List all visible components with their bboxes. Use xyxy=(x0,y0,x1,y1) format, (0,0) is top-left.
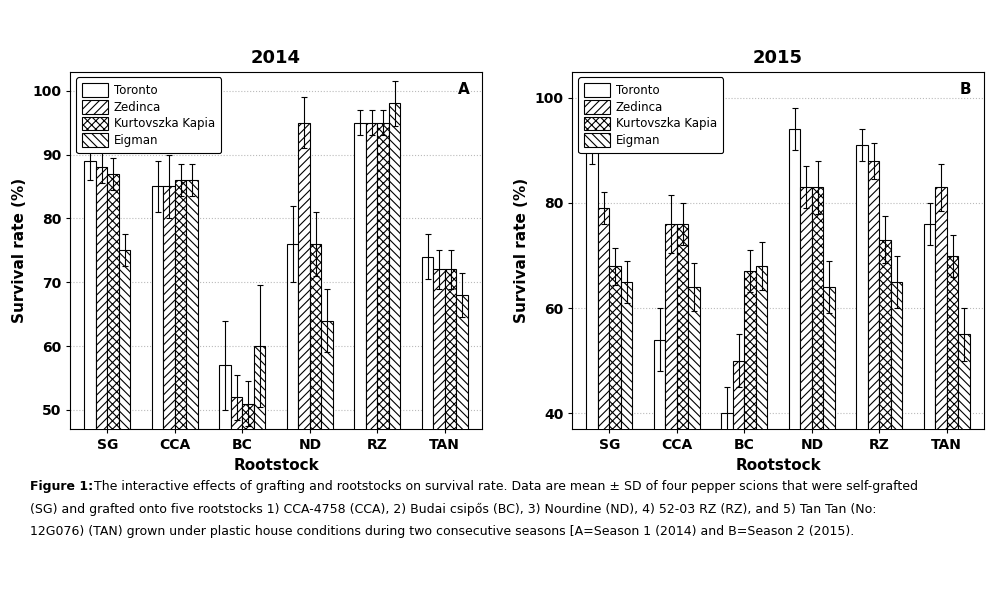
Text: (SG) and grafted onto five rootstocks 1) CCA-4758 (CCA), 2) Budai csipős (BC), 3: (SG) and grafted onto five rootstocks 1)… xyxy=(30,502,876,516)
Bar xyxy=(163,187,175,596)
Bar xyxy=(688,287,699,596)
Bar xyxy=(890,282,902,596)
Y-axis label: Survival rate (%): Survival rate (%) xyxy=(514,178,529,323)
Bar xyxy=(433,269,444,596)
Bar xyxy=(788,129,799,596)
Bar xyxy=(923,224,935,596)
Bar xyxy=(254,346,265,596)
Bar xyxy=(957,334,969,596)
Bar xyxy=(822,287,833,596)
Bar xyxy=(365,123,377,596)
Text: B: B xyxy=(959,82,971,97)
Bar xyxy=(175,180,187,596)
Bar xyxy=(811,187,822,596)
Bar xyxy=(118,250,130,596)
Bar xyxy=(676,224,688,596)
Bar xyxy=(354,123,365,596)
Text: A: A xyxy=(457,82,469,97)
Text: Figure 1:: Figure 1: xyxy=(30,480,93,493)
Bar xyxy=(455,295,467,596)
Bar xyxy=(287,244,298,596)
Bar xyxy=(187,180,198,596)
Bar xyxy=(867,161,879,596)
Bar xyxy=(84,161,96,596)
Bar xyxy=(298,123,310,596)
Bar xyxy=(653,340,665,596)
Legend: Toronto, Zedinca, Kurtovszka Kapia, Eigman: Toronto, Zedinca, Kurtovszka Kapia, Eigm… xyxy=(578,77,722,153)
Bar xyxy=(96,167,107,596)
Bar xyxy=(242,403,254,596)
X-axis label: Rootstock: Rootstock xyxy=(734,458,820,473)
Bar xyxy=(444,269,455,596)
Bar xyxy=(598,208,609,596)
Bar xyxy=(935,187,946,596)
Bar xyxy=(151,187,163,596)
Bar xyxy=(879,240,890,596)
Legend: Toronto, Zedinca, Kurtovszka Kapia, Eigman: Toronto, Zedinca, Kurtovszka Kapia, Eigm… xyxy=(76,77,221,153)
Bar xyxy=(620,282,632,596)
Bar xyxy=(321,321,332,596)
Title: 2015: 2015 xyxy=(752,49,802,67)
Bar xyxy=(609,266,620,596)
Bar xyxy=(586,145,598,596)
Bar xyxy=(377,123,388,596)
Text: 12G076) (TAN) grown under plastic house conditions during two consecutive season: 12G076) (TAN) grown under plastic house … xyxy=(30,525,854,538)
Bar xyxy=(743,271,755,596)
Title: 2014: 2014 xyxy=(251,49,301,67)
Bar xyxy=(421,257,433,596)
Bar xyxy=(755,266,766,596)
Bar xyxy=(665,224,676,596)
Bar xyxy=(220,365,231,596)
Bar xyxy=(799,187,811,596)
Bar xyxy=(946,256,957,596)
Text: The interactive effects of grafting and rootstocks on survival rate. Data are me: The interactive effects of grafting and … xyxy=(94,480,918,493)
Bar xyxy=(310,244,321,596)
Bar xyxy=(231,397,242,596)
Bar xyxy=(107,173,118,596)
Bar xyxy=(732,361,743,596)
Bar xyxy=(856,145,867,596)
Bar xyxy=(388,104,400,596)
X-axis label: Rootstock: Rootstock xyxy=(233,458,319,473)
Y-axis label: Survival rate (%): Survival rate (%) xyxy=(12,178,27,323)
Bar xyxy=(721,414,732,596)
